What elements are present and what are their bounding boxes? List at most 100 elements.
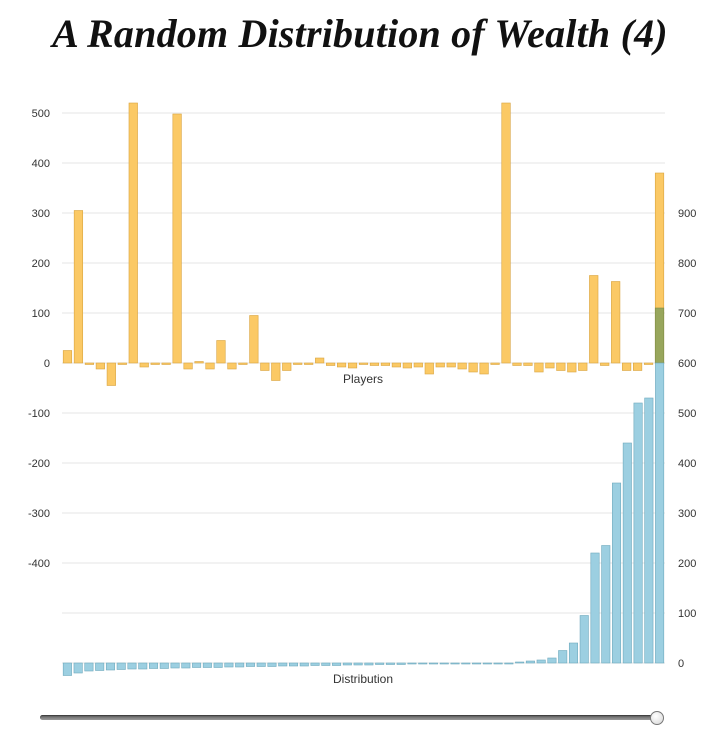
right-tick-label: 300 <box>678 508 696 520</box>
distribution-bar <box>127 662 137 670</box>
distribution-bar <box>612 482 622 664</box>
player-bar <box>534 362 544 373</box>
left-tick-label: -200 <box>28 458 50 470</box>
player-bar <box>84 362 94 365</box>
slider-thumb[interactable] <box>650 711 664 725</box>
right-tick-label: 800 <box>678 258 696 270</box>
player-bar <box>589 275 599 364</box>
player-bar <box>282 362 292 371</box>
distribution-bar <box>579 615 589 664</box>
player-bar <box>523 362 533 366</box>
distribution-bar <box>105 662 115 671</box>
player-bar <box>512 362 522 366</box>
distribution-bar <box>450 662 460 665</box>
right-tick-label: 900 <box>678 208 696 220</box>
left-tick-label: 100 <box>32 308 50 320</box>
distribution-bar <box>601 545 611 664</box>
right-tick-label: 700 <box>678 308 696 320</box>
left-tick-label: 0 <box>44 358 50 370</box>
player-bar <box>315 357 325 364</box>
distribution-bar <box>342 662 352 666</box>
player-bar <box>183 362 193 370</box>
distribution-bar <box>321 662 331 666</box>
players-axis-label: Players <box>343 372 383 386</box>
player-bar <box>95 362 105 370</box>
time-slider[interactable] <box>40 711 666 725</box>
distribution-bar <box>267 662 277 667</box>
distribution-bar <box>289 662 299 667</box>
distribution-bar <box>472 662 482 665</box>
grid-lines <box>62 112 665 664</box>
left-tick-label: -100 <box>28 408 50 420</box>
player-bar <box>326 362 336 366</box>
right-tick-label: 500 <box>678 408 696 420</box>
right-tick-label: 400 <box>678 458 696 470</box>
player-bar <box>194 361 204 364</box>
player-bar <box>633 362 643 371</box>
player-bar <box>402 362 412 369</box>
player-bar <box>139 362 149 368</box>
left-tick-label: 300 <box>32 208 50 220</box>
distribution-bar <box>482 662 492 665</box>
player-bar <box>117 362 127 365</box>
slider-track[interactable] <box>40 715 660 720</box>
distribution-bar <box>202 662 212 668</box>
distribution-bar <box>149 662 159 669</box>
distribution-bar <box>62 662 72 676</box>
player-bar <box>643 362 654 365</box>
player-bar <box>172 113 182 364</box>
distribution-bar <box>633 402 643 664</box>
player-bar <box>556 362 566 371</box>
player-bar <box>600 362 610 366</box>
distribution-bar <box>181 662 191 669</box>
distribution-bar <box>428 662 438 665</box>
player-bar <box>205 362 215 370</box>
player-bar <box>227 362 237 370</box>
player-bar <box>479 362 489 375</box>
distribution-bar <box>461 662 471 665</box>
player-bar <box>501 102 511 364</box>
player-bar <box>336 362 347 368</box>
player-bar <box>446 362 456 368</box>
chart-title: A Random Distribution of Wealth (4) <box>52 11 668 56</box>
distribution-bar <box>622 442 632 664</box>
player-bar <box>545 362 555 369</box>
player-bar <box>611 281 621 364</box>
right-tick-label: 200 <box>678 558 696 570</box>
left-tick-label: 200 <box>32 258 50 270</box>
left-tick-label: 400 <box>32 158 50 170</box>
distribution-bar <box>590 552 600 664</box>
player-bar <box>622 362 632 371</box>
player-bar <box>369 362 380 366</box>
player-bar <box>435 362 445 368</box>
distribution-bar <box>256 662 266 667</box>
distribution-bar <box>375 662 385 665</box>
player-bar <box>161 362 171 365</box>
right-tick-label: 600 <box>678 358 696 370</box>
distribution-bar <box>418 662 428 665</box>
distribution-bar <box>407 662 417 665</box>
player-bar <box>128 102 138 364</box>
right-tick-label: 0 <box>678 658 684 670</box>
player-bar <box>578 362 588 371</box>
distribution-bar <box>568 642 578 664</box>
distribution-bar <box>644 397 654 664</box>
distribution-bar <box>536 659 546 664</box>
player-bar <box>62 350 73 364</box>
distribution-bar <box>364 662 374 666</box>
distribution-bar <box>170 662 180 669</box>
player-bar <box>238 362 248 365</box>
player-bar <box>490 362 500 365</box>
distribution-bar <box>116 662 126 670</box>
right-tick-label: 100 <box>678 608 696 620</box>
distribution-bar <box>332 662 342 666</box>
player-bar <box>249 315 259 364</box>
left-tick-label: -300 <box>28 508 50 520</box>
distribution-bar <box>224 662 234 668</box>
left-tick-label: -400 <box>28 558 50 570</box>
player-bar <box>358 362 369 365</box>
distribution-bar <box>245 662 255 667</box>
player-bar <box>293 362 303 365</box>
player-bar <box>271 362 281 381</box>
